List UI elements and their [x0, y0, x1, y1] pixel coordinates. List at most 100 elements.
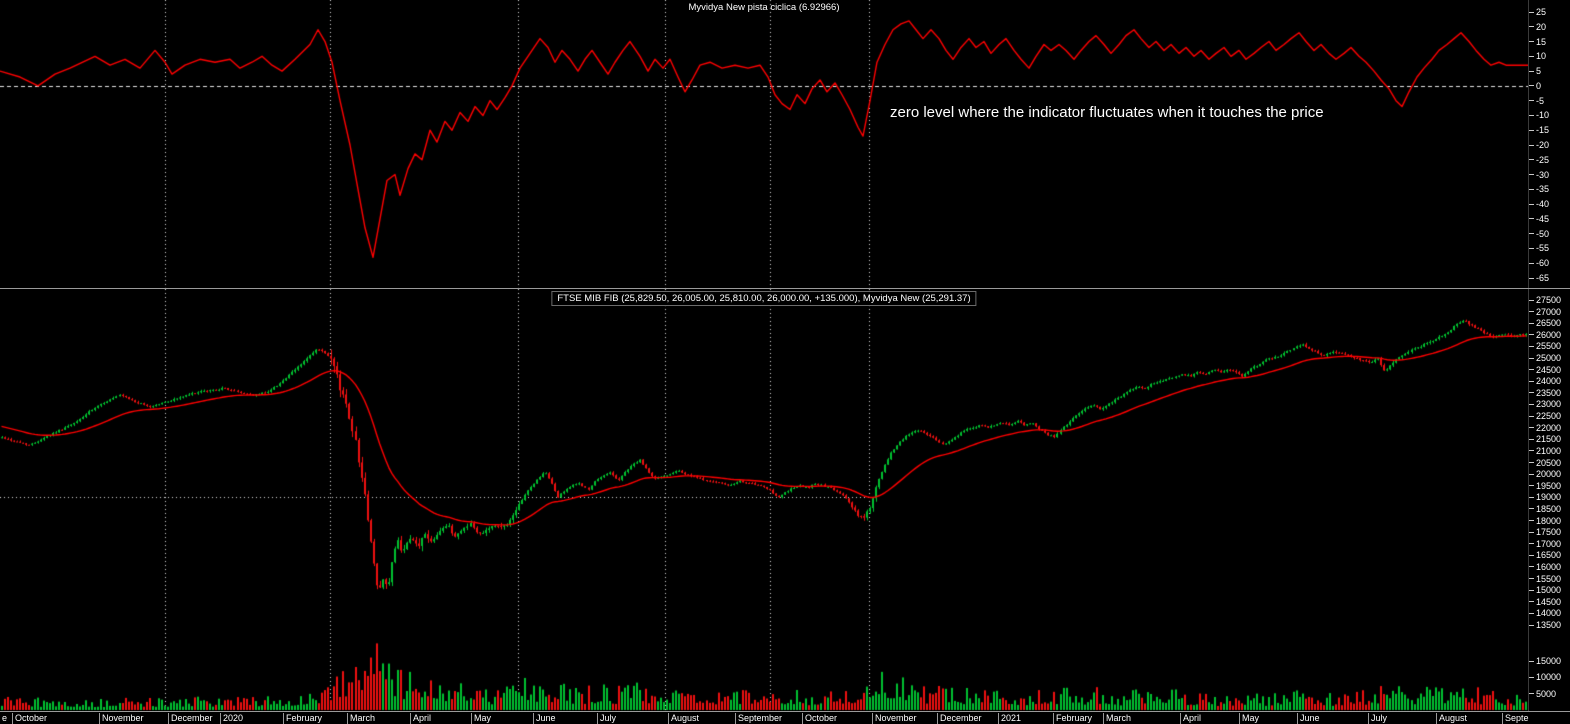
y-axis-tick-label: 14000	[1529, 608, 1561, 618]
tick-mark	[1529, 566, 1534, 568]
x-axis-tick	[471, 713, 472, 724]
y-axis-tick-label: 26000	[1529, 330, 1561, 340]
tick-mark	[1529, 311, 1534, 313]
price-y-axis[interactable]: 27500 27000 26500 26000 25500 25000 24500 24000…	[1528, 289, 1570, 711]
indicator-y-axis[interactable]: 25 20 15 10 5 0 -5 -10 -15 -20 -25 -30 -35 -40 -45 -50 -…	[1528, 0, 1570, 289]
y-axis-tick-label: 14500	[1529, 597, 1561, 607]
y-axis-tick-label: 26500	[1529, 318, 1561, 328]
tick-mark	[1529, 11, 1534, 13]
x-axis-tick	[347, 713, 348, 724]
x-axis-tick	[1502, 713, 1503, 724]
tick-mark	[1529, 299, 1534, 301]
x-axis-month-label: August	[1436, 713, 1467, 724]
price-title[interactable]: FTSE MIB FIB (25,829.50, 26,005.00, 25,8…	[551, 291, 977, 306]
tick-mark	[1529, 114, 1534, 116]
tick-mark	[1529, 380, 1534, 382]
tick-mark	[1529, 415, 1534, 417]
tick-mark	[1529, 129, 1534, 131]
tick-mark	[1529, 554, 1534, 556]
x-axis-month-label: 2021	[998, 713, 1021, 724]
x-axis-month-label: February	[283, 713, 322, 724]
y-axis-tick-label: -60	[1529, 258, 1549, 268]
x-axis-tick	[668, 713, 669, 724]
tick-mark	[1529, 262, 1534, 264]
x-axis-month-label: December	[168, 713, 213, 724]
tick-mark	[1529, 660, 1534, 662]
y-axis-tick-label: 19000	[1529, 492, 1561, 502]
y-axis-tick-label: 21000	[1529, 446, 1561, 456]
x-axis[interactable]: e October November December 2020 February Marc…	[0, 711, 1570, 724]
y-axis-tick-label: 24500	[1529, 365, 1561, 375]
y-axis-tick-label: 5	[1529, 66, 1541, 76]
y-axis-tick-label: 23000	[1529, 399, 1561, 409]
y-axis-tick-label: 17000	[1529, 539, 1561, 549]
x-axis-month-label: November	[99, 713, 144, 724]
x-axis-tick	[1239, 713, 1240, 724]
x-axis-month-label: October	[802, 713, 837, 724]
y-axis-tick-label: 24000	[1529, 376, 1561, 386]
y-axis-tick-label: 25500	[1529, 341, 1561, 351]
tick-mark	[1529, 676, 1534, 678]
tick-mark	[1529, 174, 1534, 176]
x-axis-month-label: February	[1053, 713, 1092, 724]
x-axis-tick	[1103, 713, 1104, 724]
x-axis-month-label: May	[471, 713, 491, 724]
y-axis-tick-label: 0	[1529, 81, 1541, 91]
x-axis-tick	[99, 713, 100, 724]
x-axis-tick	[1053, 713, 1054, 724]
tick-mark	[1529, 531, 1534, 533]
y-axis-tick-label: -30	[1529, 170, 1549, 180]
annotation-text[interactable]: zero level where the indicator fluctuate…	[890, 104, 1324, 121]
tick-mark	[1529, 624, 1534, 626]
x-axis-tick	[1368, 713, 1369, 724]
x-axis-tick	[937, 713, 938, 724]
y-axis-tick-label: -65	[1529, 273, 1549, 283]
tick-mark	[1529, 26, 1534, 28]
y-axis-tick-label: 5000	[1529, 689, 1556, 699]
tick-mark	[1529, 85, 1534, 87]
y-axis-tick-label: -50	[1529, 229, 1549, 239]
indicator-chart-canvas[interactable]	[0, 0, 1528, 289]
tick-mark	[1529, 100, 1534, 102]
price-chart-canvas[interactable]	[0, 289, 1528, 711]
x-axis-month-label: March	[1103, 713, 1131, 724]
panel-divider[interactable]	[0, 288, 1570, 289]
y-axis-tick-label: 25000	[1529, 353, 1561, 363]
x-axis-tick	[1297, 713, 1298, 724]
price-panel: FTSE MIB FIB (25,829.50, 26,005.00, 25,8…	[0, 289, 1528, 711]
x-axis-tick	[998, 713, 999, 724]
tick-mark	[1529, 334, 1534, 336]
tick-mark	[1529, 70, 1534, 72]
tick-mark	[1529, 55, 1534, 57]
tick-mark	[1529, 369, 1534, 371]
y-axis-tick-label: 15000	[1529, 656, 1561, 666]
x-axis-month-label: Septe	[1502, 713, 1529, 724]
y-axis-tick-label: 20000	[1529, 469, 1561, 479]
indicator-panel: Myvidya New pista ciclica (6.92966) zero…	[0, 0, 1528, 289]
y-axis-tick-label: -5	[1529, 96, 1544, 106]
tick-mark	[1529, 277, 1534, 279]
y-axis-tick-label: -10	[1529, 110, 1549, 120]
indicator-title[interactable]: Myvidya New pista ciclica (6.92966)	[688, 2, 840, 13]
y-axis-tick-label: 27000	[1529, 307, 1561, 317]
tick-mark	[1529, 508, 1534, 510]
x-axis-month-label: March	[347, 713, 375, 724]
tick-mark	[1529, 578, 1534, 580]
tick-mark	[1529, 41, 1534, 43]
tick-mark	[1529, 345, 1534, 347]
y-axis-tick-label: -20	[1529, 140, 1549, 150]
y-axis-tick-label: 18000	[1529, 516, 1561, 526]
y-axis-tick-label: 19500	[1529, 481, 1561, 491]
y-axis-tick-label: 21500	[1529, 434, 1561, 444]
tick-mark	[1529, 392, 1534, 394]
y-axis-tick-label: 15000	[1529, 585, 1561, 595]
y-axis-tick-label: 16000	[1529, 562, 1561, 572]
tick-mark	[1529, 427, 1534, 429]
y-axis-tick-label: -55	[1529, 243, 1549, 253]
x-axis-month-label: April	[1180, 713, 1201, 724]
x-axis-month-label: May	[1239, 713, 1259, 724]
y-axis-tick-label: 22500	[1529, 411, 1561, 421]
y-axis-tick-label: 27500	[1529, 295, 1561, 305]
tick-mark	[1529, 520, 1534, 522]
